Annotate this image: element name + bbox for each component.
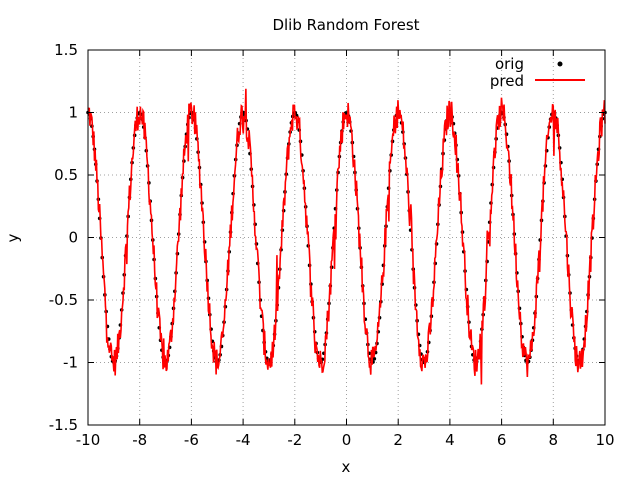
y-tick-label: 1	[68, 104, 78, 122]
y-ticks: -1.5 -1 -0.5 0 0.5 1 1.5	[49, 41, 605, 434]
series-pred	[87, 88, 606, 385]
x-axis-label: x	[342, 458, 351, 476]
legend: orig pred	[490, 55, 585, 90]
x-tick-label: 10	[595, 431, 614, 449]
legend-label-pred: pred	[490, 72, 524, 90]
x-tick-label: -4	[236, 431, 251, 449]
y-tick-label: -1.5	[49, 416, 78, 434]
chart-title: Dlib Random Forest	[272, 16, 419, 34]
x-tick-label: 6	[497, 431, 507, 449]
x-tick-label: 4	[445, 431, 455, 449]
x-ticks: -10 -8 -6 -4 -2 0 2 4 6 8 10	[76, 50, 615, 449]
x-tick-label: 0	[342, 431, 352, 449]
y-tick-label: 0	[68, 229, 78, 247]
x-tick-label: -10	[76, 431, 101, 449]
pred-line	[87, 88, 606, 385]
x-tick-label: -2	[287, 431, 302, 449]
x-tick-label: -8	[132, 431, 147, 449]
y-axis-label: y	[4, 233, 22, 242]
x-tick-label: 2	[393, 431, 403, 449]
x-tick-label: -6	[184, 431, 199, 449]
y-tick-label: -1	[63, 354, 78, 372]
y-tick-label: 1.5	[54, 41, 78, 59]
legend-label-orig: orig	[495, 55, 524, 73]
orig-point	[372, 356, 377, 361]
x-tick-label: 8	[549, 431, 559, 449]
legend-orig-dot	[557, 61, 563, 67]
y-tick-label: 0.5	[54, 166, 78, 184]
y-tick-label: -0.5	[49, 291, 78, 309]
grid	[88, 50, 605, 425]
legend-marker-orig	[557, 61, 563, 67]
